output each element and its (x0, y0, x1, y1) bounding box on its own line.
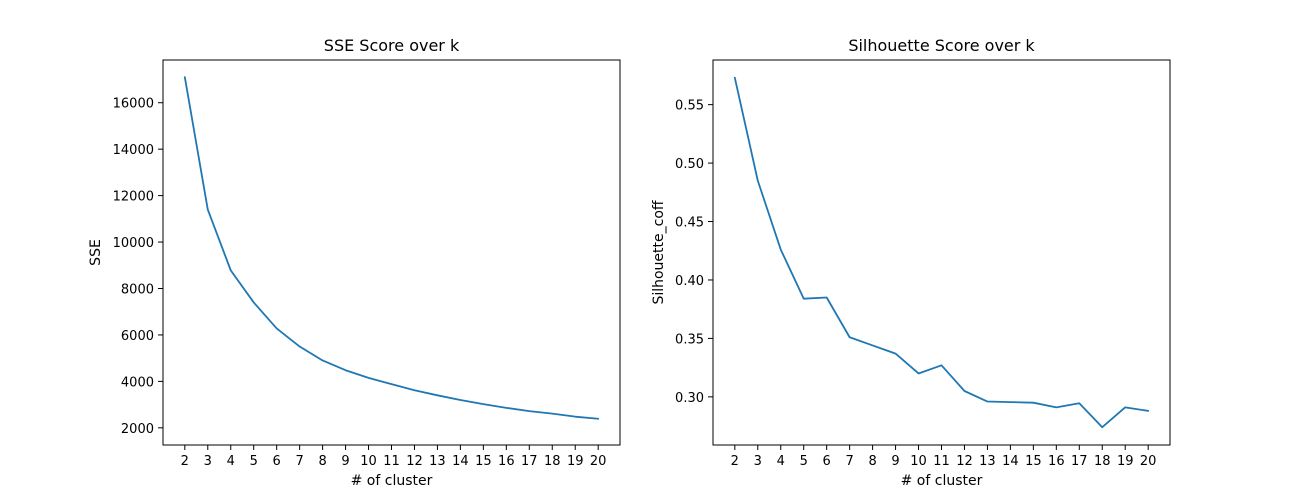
chart-1-x-tick-label: 11 (933, 454, 950, 469)
chart-1-x-tick-label: 6 (823, 454, 831, 469)
chart-1-y-axis-label: Silhouette_coff (651, 200, 667, 304)
chart-0-x-tick-label: 17 (521, 454, 538, 469)
chart-0-y-tick-label: 10000 (113, 236, 154, 251)
chart-1-y-tick-label: 0.55 (675, 99, 704, 114)
chart-0-x-tick-label: 7 (296, 454, 304, 469)
chart-0-x-tick-label: 10 (360, 454, 377, 469)
chart-1-series-line-0 (733, 76, 1150, 429)
chart-0-y-tick-label: 12000 (113, 190, 154, 205)
chart-0-x-tick-label: 11 (383, 454, 400, 469)
chart-0-x-axis-label: # of cluster (351, 473, 433, 489)
chart-0-x-tick-label: 12 (406, 454, 423, 469)
chart-0-x-tick-label: 3 (204, 454, 212, 469)
chart-1-x-tick-label: 4 (777, 454, 785, 469)
chart-0-x-tick-label: 14 (452, 454, 469, 469)
chart-0-x-tick-label: 5 (250, 454, 258, 469)
chart-1-x-tick-label: 3 (754, 454, 762, 469)
sse-chart: SSE Score over k 2 3 4 5 6 7 8 9 10 11 12 13 14 15 16 17… (88, 36, 621, 489)
chart-0-x-tick-label: 16 (498, 454, 515, 469)
chart-0-x-tick-label: 13 (429, 454, 446, 469)
chart-0-y-tick-label: 6000 (121, 329, 154, 344)
chart-0-x-tick-label: 20 (590, 454, 607, 469)
chart-1-x-tick-label: 12 (956, 454, 973, 469)
chart-0-y-tick-label: 14000 (113, 143, 154, 158)
chart-0-x-tick-label: 15 (475, 454, 492, 469)
silhouette-chart: Silhouette Score over k 2 3 4 5 6 7 8 9 10 11 12 13 1… (651, 36, 1171, 489)
chart-0-y-axis-label: SSE (88, 239, 104, 266)
chart-1-x-tick-label: 5 (800, 454, 808, 469)
chart-1-x-tick-label: 8 (868, 454, 876, 469)
chart-1-title: Silhouette Score over k (848, 36, 1035, 55)
chart-0-x-tick-label: 18 (544, 454, 561, 469)
chart-0-y-tick-label: 2000 (121, 422, 154, 437)
chart-1-y-tick-label: 0.35 (675, 332, 704, 347)
chart-1-x-tick-label: 19 (1117, 454, 1134, 469)
chart-1-x-tick-label: 15 (1025, 454, 1042, 469)
chart-1-x-tick-label: 16 (1048, 454, 1065, 469)
chart-1-x-tick-label: 13 (979, 454, 996, 469)
chart-1-y-tick-label: 0.40 (675, 274, 704, 289)
chart-0-x-tick-label: 6 (273, 454, 281, 469)
chart-0-series-line-0 (183, 76, 600, 420)
chart-0-x-tick-label: 8 (318, 454, 326, 469)
chart-1-x-tick-label: 18 (1094, 454, 1111, 469)
chart-0-title: SSE Score over k (324, 36, 460, 55)
chart-1-x-tick-label: 17 (1071, 454, 1088, 469)
chart-0-y-tick-label: 4000 (121, 375, 154, 390)
chart-1-x-tick-label: 2 (731, 454, 739, 469)
chart-1-y-tick-label: 0.45 (675, 216, 704, 231)
chart-1-x-tick-label: 14 (1002, 454, 1019, 469)
chart-0-x-tick-label: 9 (341, 454, 349, 469)
chart-0-plot-frame (162, 59, 621, 446)
chart-1-y-tick-label: 0.30 (675, 391, 704, 406)
chart-0-x-tick-label: 2 (181, 454, 189, 469)
chart-1-x-tick-label: 10 (910, 454, 927, 469)
chart-0-y-tick-label: 8000 (121, 282, 154, 297)
chart-1-x-tick-label: 7 (846, 454, 854, 469)
chart-0-x-tick-label: 4 (227, 454, 235, 469)
chart-0-x-tick-label: 19 (567, 454, 584, 469)
chart-1-x-tick-label: 9 (891, 454, 899, 469)
chart-1-plot-frame (712, 59, 1171, 446)
chart-1-x-tick-label: 20 (1140, 454, 1157, 469)
chart-1-x-axis-label: # of cluster (901, 473, 983, 489)
chart-0-y-tick-label: 16000 (113, 97, 154, 112)
chart-1-y-tick-label: 0.50 (675, 157, 704, 172)
